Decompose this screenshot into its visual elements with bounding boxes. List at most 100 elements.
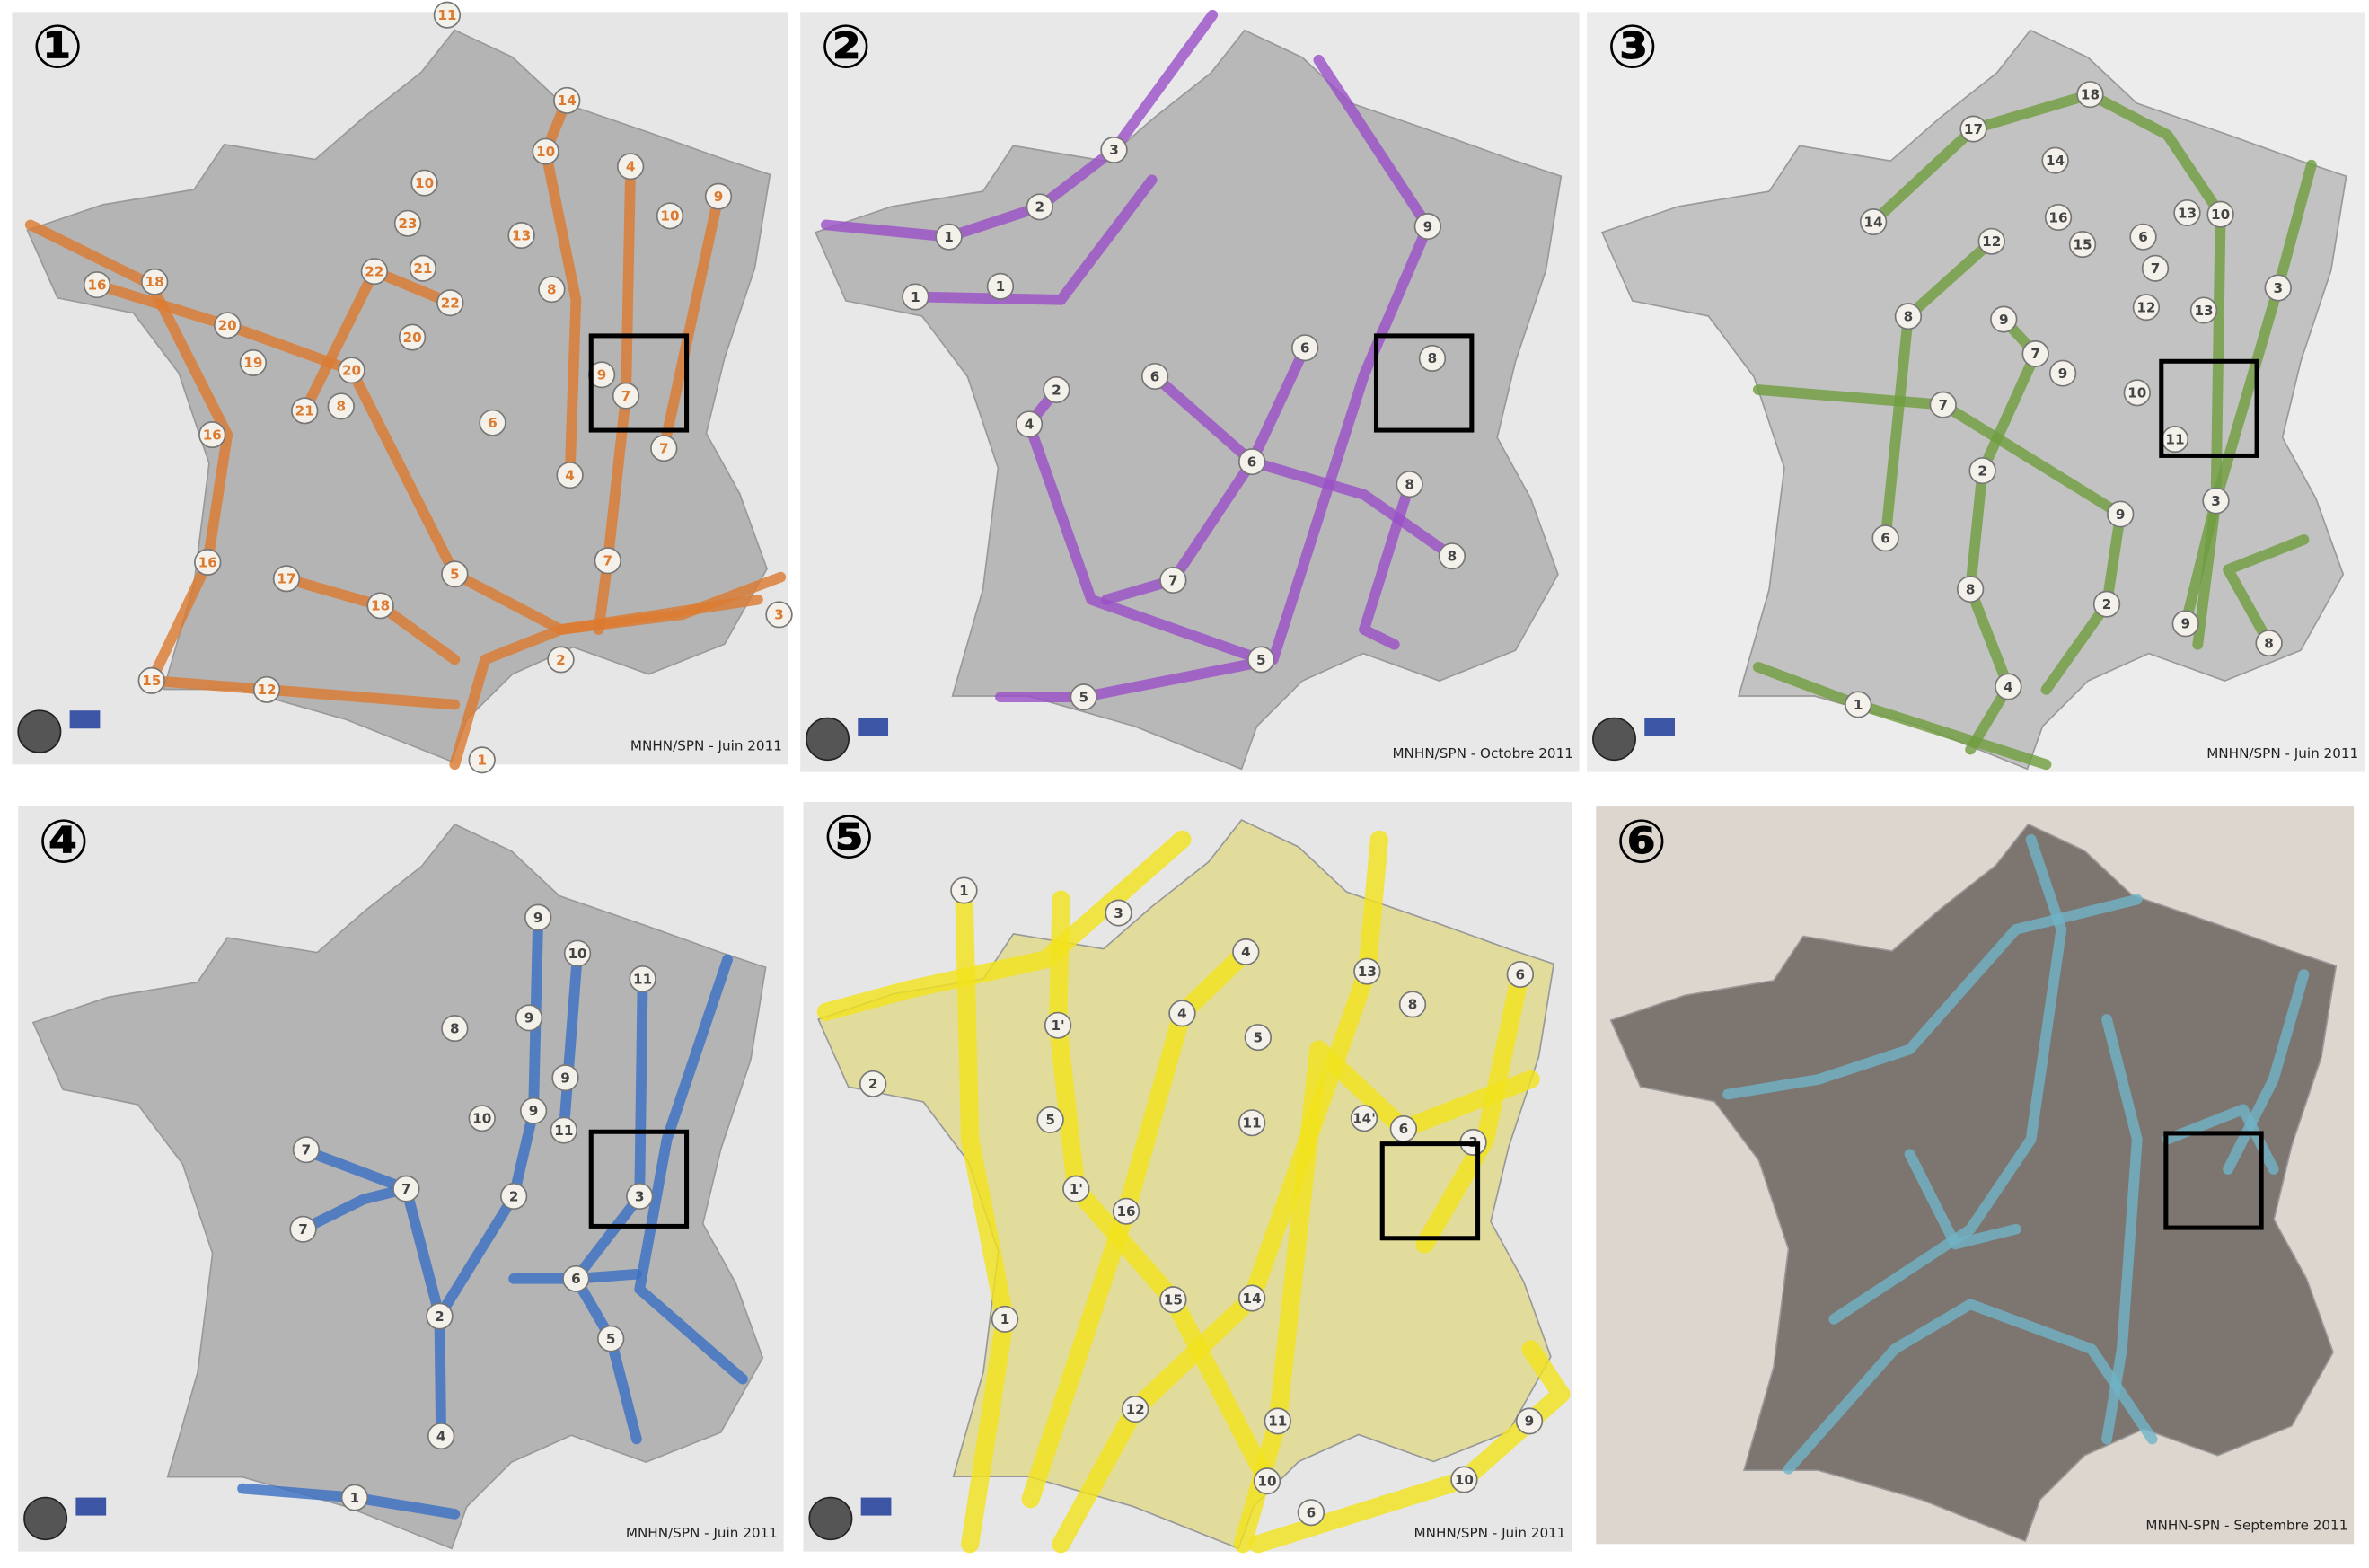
corridor-route — [1021, 942, 1255, 1509]
corridor-route — [1904, 1149, 2021, 1250]
panel-number: ⑤ — [823, 802, 875, 872]
route-label: 1' — [1051, 1017, 1064, 1034]
route-label-circle — [616, 153, 645, 181]
route-label: 9 — [560, 1070, 570, 1087]
panel-number: ⑥ — [1616, 806, 1667, 876]
route-label: 9 — [2116, 507, 2126, 523]
route-label: 2 — [556, 652, 566, 668]
route-label: 8 — [1428, 350, 1438, 366]
route-label-circle — [398, 323, 427, 351]
route-label-circle — [338, 357, 365, 384]
corridor-route — [449, 571, 787, 771]
route-label: 6 — [488, 415, 498, 431]
corridor-route — [1248, 1340, 1571, 1554]
route-label-circle — [393, 209, 422, 237]
focus-box — [588, 333, 690, 433]
route-label-circle — [366, 592, 394, 620]
route-label-circle — [2107, 500, 2135, 528]
route-label: 11 — [1243, 1115, 1262, 1132]
route-label-circle — [1506, 960, 1535, 989]
route-label: 23 — [398, 216, 417, 232]
route-label-circle — [704, 182, 733, 210]
route-label: 21 — [295, 403, 314, 419]
route-label-circle — [986, 272, 1015, 300]
route-label-circle — [1929, 391, 1957, 418]
france-land — [1600, 29, 2347, 771]
institution-logo — [1592, 717, 1636, 762]
route-label-circle — [1121, 1396, 1149, 1423]
route-label-circle — [551, 1064, 579, 1092]
route-label-circle — [1398, 991, 1427, 1018]
route-label: 11 — [437, 7, 456, 23]
route-label: 3 — [1109, 142, 1119, 158]
route-label-circle — [1062, 1175, 1090, 1202]
route-label-circle — [507, 222, 535, 250]
route-label-circle — [1859, 208, 1888, 236]
route-label-circle — [426, 1302, 454, 1330]
route-label-circle — [252, 675, 281, 703]
route-label-circle — [596, 1325, 625, 1352]
route-label-circle — [441, 560, 469, 588]
focus-box — [1373, 333, 1475, 433]
map-credit: MNHN/SPN - Octobre 2011 — [1392, 745, 1572, 762]
route-label: 2 — [1977, 463, 1987, 480]
route-label-circle — [289, 1215, 317, 1243]
route-label: 22 — [365, 264, 383, 280]
route-label: 7 — [302, 1142, 312, 1158]
route-label: 2 — [1052, 382, 1061, 398]
route-label: 10 — [568, 946, 586, 962]
route-label-circle — [1290, 334, 1319, 362]
route-label: 16 — [203, 427, 222, 443]
route-label: 1 — [350, 1490, 360, 1506]
route-label-circle — [2068, 231, 2097, 259]
panel-number: ③ — [1607, 13, 1658, 83]
route-label: 6 — [2138, 229, 2148, 245]
map-credit: MNHN/SPN - Juin 2011 — [630, 738, 782, 754]
route-label: 1 — [959, 883, 969, 899]
route-label: 14 — [1243, 1291, 1262, 1307]
route-label-circle — [1297, 1499, 1325, 1527]
route-label: 14 — [1864, 214, 1883, 230]
route-label-circle — [468, 1105, 496, 1132]
route-label: 13 — [1358, 964, 1377, 980]
route-label-circle — [1995, 673, 2022, 700]
route-label: 17 — [277, 571, 295, 587]
map-panel: 3 2 1 9 1 1 6 6 8 2 4 6 8 8 7 5 5 MNHN/SPN - Octobre 2011… — [800, 9, 1580, 772]
route-label: 7 — [1938, 397, 1948, 413]
route-label-circle — [433, 1, 462, 29]
route-label: 8 — [1408, 997, 1418, 1013]
route-label: 10 — [472, 1111, 491, 1127]
route-label-circle — [2141, 254, 2170, 282]
flag-logo — [860, 1497, 892, 1516]
route-label: 2 — [509, 1188, 519, 1204]
route-label: 12 — [1982, 233, 2001, 250]
route-label: 11 — [2165, 431, 2184, 447]
route-label: 4 — [1177, 1006, 1187, 1022]
route-label-circle — [2132, 294, 2161, 322]
route-label: 2 — [435, 1308, 445, 1325]
route-label-circle — [2041, 146, 2069, 174]
route-label-circle — [532, 137, 559, 165]
route-label: 7 — [298, 1221, 308, 1238]
route-label: 3 — [2211, 493, 2221, 509]
route-label-circle — [859, 1070, 887, 1097]
route-label-circle — [1438, 542, 1466, 570]
route-label: 10 — [2127, 385, 2146, 401]
focus-box — [2159, 358, 2259, 458]
route-label-circle — [1015, 410, 1044, 438]
route-label-circle — [550, 1116, 578, 1144]
route-label-circle — [2076, 81, 2104, 109]
route-label: 9 — [529, 1103, 539, 1119]
route-label-circle — [1036, 1106, 1064, 1133]
route-label-circle — [1413, 213, 1442, 241]
route-label-circle — [1237, 1109, 1266, 1137]
route-label-circle — [656, 202, 684, 230]
institution-logo — [806, 717, 850, 762]
route-label: 7 — [621, 388, 631, 404]
route-label: 9 — [1525, 1414, 1535, 1430]
route-label: 8 — [1966, 581, 1976, 597]
route-label: 8 — [450, 1020, 460, 1036]
corridor-route — [2192, 159, 2317, 650]
route-label: 10 — [2211, 207, 2230, 223]
corridor-route — [593, 161, 637, 635]
